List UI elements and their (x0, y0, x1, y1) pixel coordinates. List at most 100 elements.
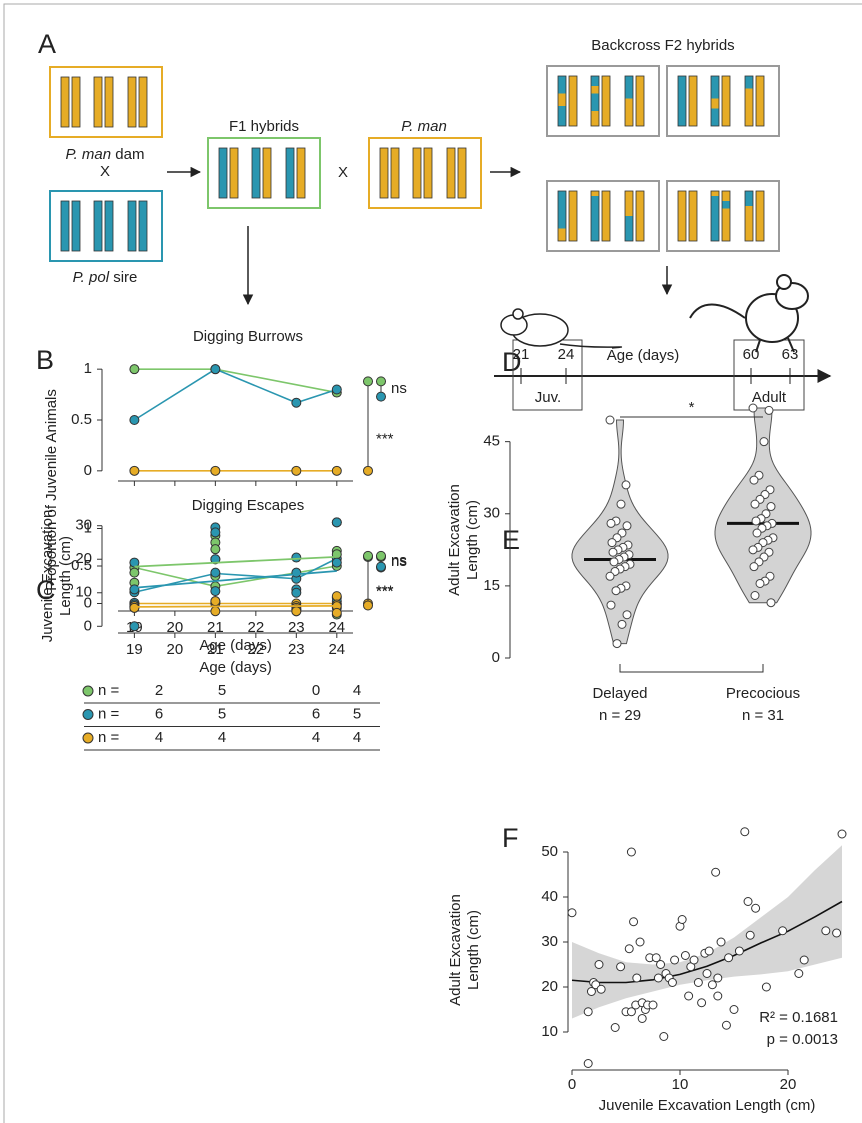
data-point (606, 518, 616, 528)
x-tick-label: 21 (207, 641, 224, 658)
panel-label: F (502, 823, 519, 853)
chromosome-segment (602, 191, 610, 241)
chromosome (755, 190, 765, 242)
data-point (129, 465, 140, 476)
y-axis-label: Length (cm) (464, 500, 481, 580)
adult-mouse (689, 274, 809, 353)
chromosome-segment (297, 148, 305, 198)
data-point (778, 926, 788, 936)
chromosome (710, 190, 720, 242)
chromosome (688, 75, 698, 127)
sample-size: 0 (312, 682, 320, 699)
data-point (745, 930, 755, 940)
data-point (713, 973, 723, 983)
time-tick-label: 24 (558, 346, 575, 363)
data-point (794, 969, 804, 978)
chromosome-segment (711, 108, 719, 126)
data-point (759, 437, 769, 447)
chromosome (412, 147, 422, 199)
chromosome (744, 190, 754, 242)
x-tick-label: 10 (672, 1076, 689, 1093)
chromosome-segment (689, 191, 697, 241)
x-tick-label: 23 (288, 641, 305, 658)
data-point (331, 517, 342, 528)
chromosome (624, 75, 634, 127)
annotation: ns (391, 380, 407, 397)
data-point (210, 554, 221, 565)
chromosome-segment (139, 201, 147, 251)
trend-line (134, 604, 337, 608)
series-line (133, 368, 338, 421)
data-point (616, 499, 626, 509)
data-point (210, 606, 221, 617)
chromosome-segment (591, 93, 599, 111)
y-tick-label: 0.5 (71, 411, 92, 428)
chromosome-segment (636, 76, 644, 126)
chromosome (601, 75, 611, 127)
chromosome-segment (391, 148, 399, 198)
chromosome (390, 147, 400, 199)
data-point (594, 960, 604, 969)
data-point (721, 1020, 731, 1030)
data-point (697, 998, 707, 1008)
chromosome (138, 200, 148, 252)
chromosome (568, 75, 578, 127)
chromosome-segment (447, 148, 455, 198)
y-axis-label: Length (cm) (57, 536, 74, 616)
panel-label: D (502, 347, 522, 377)
juvenile-mouse (500, 308, 622, 349)
data-point (606, 600, 616, 610)
chromosome-segment (591, 86, 599, 94)
data-point (210, 586, 221, 597)
chromosome-segment (636, 191, 644, 241)
data-point (210, 364, 221, 375)
data-point (376, 376, 386, 387)
data-point (605, 571, 615, 581)
data-point (750, 499, 760, 509)
data-point (291, 567, 302, 578)
x-tick-label: 24 (328, 641, 345, 658)
chromosome (71, 200, 81, 252)
data-point (611, 586, 621, 596)
cross-symbol: X (100, 163, 110, 180)
chromosome-segment (252, 148, 260, 198)
chromosome (71, 76, 81, 128)
data-point (766, 502, 776, 512)
data-point (766, 598, 776, 608)
chromosome-segment (286, 148, 294, 198)
chromosome (677, 75, 687, 127)
data-point (707, 980, 717, 990)
data-point (761, 982, 771, 992)
chromosome-segment (722, 208, 730, 241)
chromosome-segment (61, 201, 69, 251)
data-point (596, 984, 606, 994)
chromosome-segment (602, 76, 610, 126)
sample-size-label: n = (98, 682, 120, 699)
data-point (291, 397, 302, 408)
sample-size: 4 (312, 729, 320, 746)
data-point (331, 557, 342, 568)
y-tick-label: 1 (84, 519, 92, 536)
data-point (629, 917, 639, 927)
chromosome-segment (424, 148, 432, 198)
category-bracket (619, 664, 764, 673)
data-point (704, 946, 714, 956)
data-point (716, 937, 726, 947)
data-point (583, 1007, 593, 1017)
chromosome (457, 147, 467, 199)
chromosome-segment (625, 98, 633, 126)
annotation: ns (391, 552, 407, 569)
data-point (129, 584, 140, 595)
data-point (363, 376, 373, 387)
chromosome-segment (230, 148, 238, 198)
time-label: Age (days) (607, 347, 680, 364)
chromosome (127, 200, 137, 252)
data-point (567, 908, 577, 918)
data-point (129, 557, 140, 568)
x-axis-label: Juvenile Excavation Length (cm) (599, 1097, 816, 1114)
sample-size: 5 (353, 705, 361, 722)
y-axis-label: Adult Excavation (446, 484, 463, 596)
annotation: p = 0.0013 (767, 1031, 838, 1048)
chromosome (138, 76, 148, 128)
x-tick-label: 23 (288, 619, 305, 636)
